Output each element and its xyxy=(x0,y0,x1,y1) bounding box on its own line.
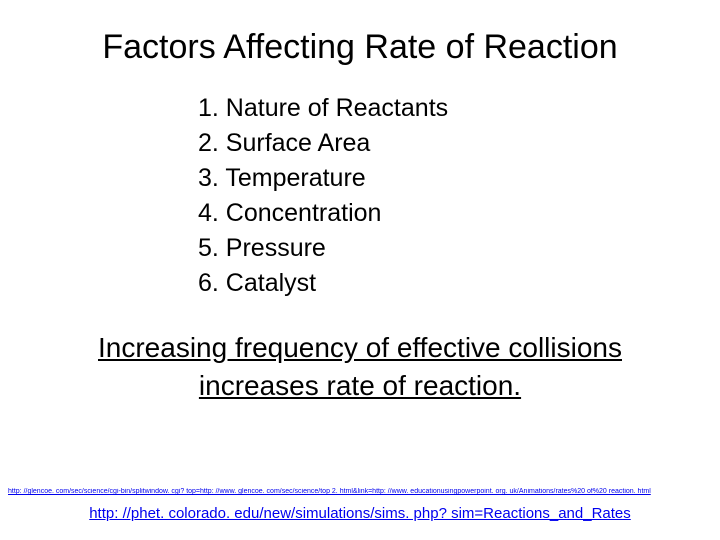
slide: Factors Affecting Rate of Reaction 1. Na… xyxy=(0,0,720,540)
slide-title: Factors Affecting Rate of Reaction xyxy=(48,28,672,67)
summary-line: Increasing frequency of effective collis… xyxy=(98,332,622,363)
list-item: 5. Pressure xyxy=(198,231,672,266)
summary-text: Increasing frequency of effective collis… xyxy=(48,329,672,405)
summary-line: increases rate of reaction. xyxy=(199,370,521,401)
reference-link-small[interactable]: http: //glencoe. com/sec/science/cgi-bin… xyxy=(0,488,720,495)
list-item: 6. Catalyst xyxy=(198,266,672,301)
list-item: 1. Nature of Reactants xyxy=(198,91,672,126)
reference-link-phet[interactable]: http: //phet. colorado. edu/new/simulati… xyxy=(0,505,720,522)
links-area: http: //glencoe. com/sec/science/cgi-bin… xyxy=(0,488,720,522)
list-item: 2. Surface Area xyxy=(198,126,672,161)
list-item: 4. Concentration xyxy=(198,196,672,231)
list-item: 3. Temperature xyxy=(198,161,672,196)
factor-list: 1. Nature of Reactants 2. Surface Area 3… xyxy=(198,91,672,301)
